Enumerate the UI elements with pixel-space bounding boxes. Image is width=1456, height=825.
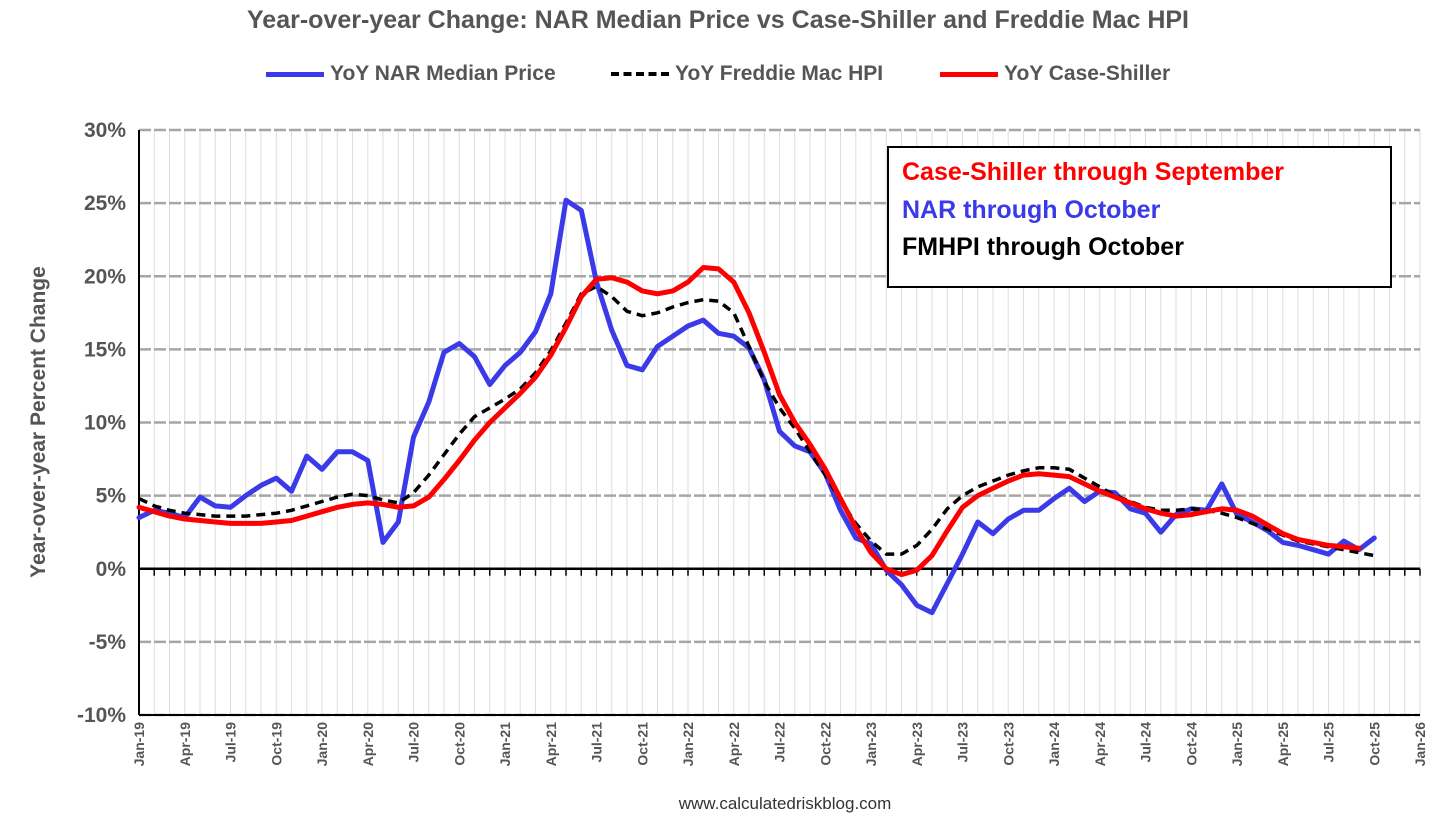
x-tick-label: Jan-19 [131, 722, 147, 767]
x-tick-label: Jan-20 [314, 722, 330, 767]
x-tick-label: Oct-23 [1000, 722, 1016, 766]
legend-item-case-shiller: YoY Case-Shiller [940, 60, 1170, 88]
x-tick-label: Oct-21 [634, 722, 650, 766]
x-tick-label: Apr-24 [1092, 722, 1108, 767]
x-tick-label: Apr-22 [726, 722, 742, 767]
y-tick-label: -5% [89, 631, 127, 654]
x-tick-label: Jul-24 [1138, 722, 1154, 763]
chart-title: Year-over-year Change: NAR Median Price … [247, 6, 1189, 34]
annotation-box: Case-Shiller through September NAR throu… [887, 146, 1392, 288]
y-tick-label: 20% [84, 265, 126, 288]
y-tick-label: 5% [96, 485, 127, 508]
y-tick-labels: 30% 25% 20% 15% 10% 5% 0% -5% -10% [77, 119, 126, 727]
annotation-nar: NAR through October [902, 195, 1161, 224]
x-tick-label: Apr-21 [543, 722, 559, 767]
x-tick-label: Jul-23 [955, 722, 971, 763]
annotation-fmhpi: FMHPI through October [902, 233, 1184, 261]
x-tick-label: Jul-25 [1321, 722, 1337, 763]
source-watermark: www.calculatedriskblog.com [678, 794, 892, 813]
series-line-yoy-nar-median-price [136, 197, 1377, 616]
x-tick-label: Apr-23 [909, 722, 925, 767]
legend-swatch-case-shiller [940, 71, 998, 77]
x-tick-label: Oct-24 [1183, 722, 1199, 766]
x-tick-label: Jul-19 [223, 722, 239, 763]
y-tick-label: 10% [84, 412, 126, 435]
x-tick-label: Jan-26 [1412, 722, 1428, 767]
x-tick-label: Jan-25 [1229, 722, 1245, 767]
x-tick-label: Jan-21 [497, 722, 513, 767]
y-tick-label: 30% [84, 119, 126, 142]
x-tick-label: Apr-20 [360, 722, 376, 767]
axes [138, 130, 1421, 716]
series-lines [136, 197, 1377, 616]
legend-label-freddie: YoY Freddie Mac HPI [675, 62, 884, 85]
annotation-case-shiller: Case-Shiller through September [902, 158, 1285, 186]
legend: YoY NAR Median Price YoY Freddie Mac HPI… [0, 60, 1456, 90]
series-line-yoy-case-shiller [136, 265, 1362, 578]
legend-swatch-freddie [611, 72, 669, 76]
y-tick-label: 15% [84, 338, 126, 361]
x-tick-label: Apr-25 [1275, 722, 1291, 767]
x-tick-label: Jul-22 [772, 722, 788, 763]
legend-swatch-nar [266, 71, 324, 77]
y-tick-label: -10% [77, 704, 126, 727]
legend-item-freddie: YoY Freddie Mac HPI [611, 60, 883, 88]
x-tick-label: Oct-20 [451, 722, 467, 766]
y-tick-label: 0% [96, 558, 127, 581]
x-tick-labels: Jan-19 Apr-19 Jul-19 Oct-19 Jan-20 Apr-20 Jul-… [131, 722, 1428, 767]
x-tick-label: Apr-19 [177, 722, 193, 767]
x-tick-label: Oct-22 [817, 722, 833, 766]
series-line-yoy-freddie-mac-hpi [138, 284, 1375, 558]
x-tick-label: Oct-25 [1366, 722, 1382, 766]
legend-label-nar: YoY NAR Median Price [330, 62, 556, 85]
x-tick-label: Oct-19 [268, 722, 284, 766]
x-tick-label: Jul-20 [406, 722, 422, 763]
x-tick-label: Jan-22 [680, 722, 696, 767]
x-tick-label: Jul-21 [589, 722, 605, 763]
legend-item-nar: YoY NAR Median Price [266, 60, 556, 88]
legend-label-case-shiller: YoY Case-Shiller [1004, 62, 1171, 85]
x-tick-label: Jan-23 [863, 722, 879, 767]
x-tick-label: Jan-24 [1046, 722, 1062, 767]
y-tick-label: 25% [84, 192, 126, 215]
